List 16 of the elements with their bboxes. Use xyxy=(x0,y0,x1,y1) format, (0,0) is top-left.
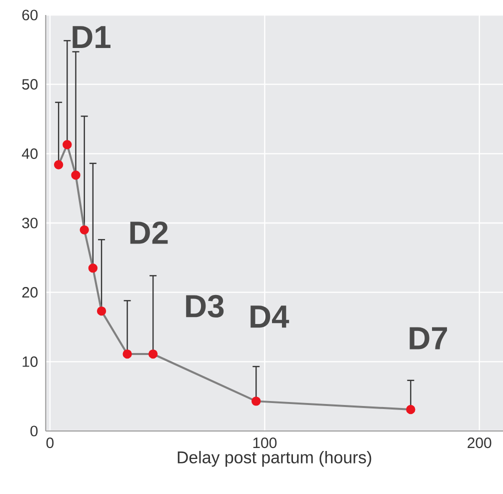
x-axis-title: Delay post partum (hours) xyxy=(178,450,372,467)
x-tick-label: 100 xyxy=(253,438,277,448)
x-tick-label: 0 xyxy=(46,438,54,448)
annotation: D2 xyxy=(130,221,168,244)
annotation: D7 xyxy=(410,327,447,350)
y-tick-label: 40 xyxy=(22,148,38,159)
y-tick-label: 50 xyxy=(22,79,38,90)
y-tick-label: 60 xyxy=(22,10,38,20)
y-tick-label: 10 xyxy=(22,356,38,367)
annotation: D3 xyxy=(186,294,224,318)
annotation: D1 xyxy=(72,26,110,48)
y-tick-label: 20 xyxy=(22,287,38,298)
y-tick-label: 0 xyxy=(30,426,38,436)
annotation: D4 xyxy=(250,306,290,328)
x-tick-label: 200 xyxy=(468,438,492,448)
y-tick-label: 30 xyxy=(22,218,38,228)
